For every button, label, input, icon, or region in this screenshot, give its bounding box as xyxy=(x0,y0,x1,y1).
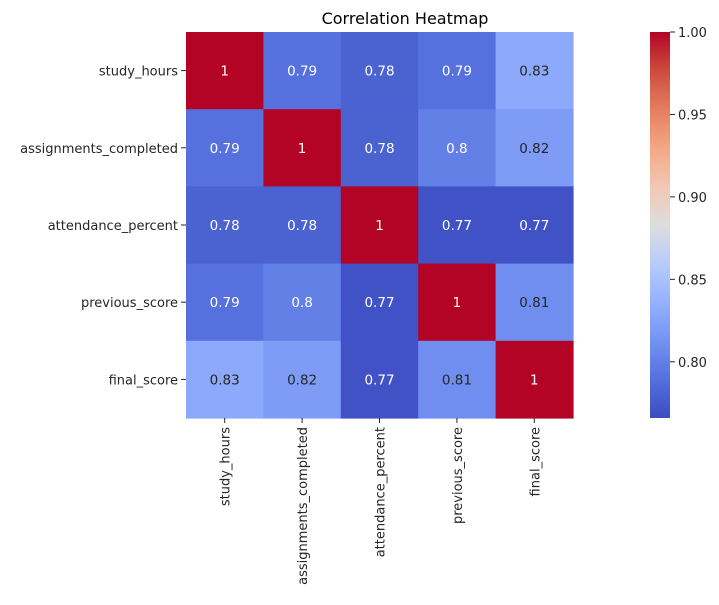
heatmap-cell xyxy=(340,340,419,419)
heatmap-cell-label: 0.82 xyxy=(287,372,317,388)
heatmap-cell-label: 0.79 xyxy=(442,64,472,80)
heatmap-cell-label: 0.78 xyxy=(364,141,394,157)
heatmap-cell xyxy=(495,263,574,342)
heatmap-cell xyxy=(263,109,342,187)
y-tick-label: final_score xyxy=(109,373,178,388)
y-axis-ticks: study_hours assignments_completed attendan… xyxy=(20,65,186,388)
colorbar-tick-label: 0.90 xyxy=(678,191,707,206)
heatmap-cell-label: 0.78 xyxy=(364,64,394,80)
heatmap-cell xyxy=(263,263,342,342)
heatmap-cell-label: 0.8 xyxy=(291,295,312,311)
colorbar: 0.80 0.85 0.90 0.95 1.00 xyxy=(650,26,707,418)
heatmap-cell-label: 0.8 xyxy=(446,141,467,157)
heatmap-cell-label: 0.78 xyxy=(210,218,240,234)
heatmap-cell xyxy=(263,340,342,419)
heatmap-cell-label: 1 xyxy=(375,218,384,234)
heatmap-cell xyxy=(340,32,419,110)
x-tick-label: study_hours xyxy=(219,427,234,506)
heatmap-cell xyxy=(418,186,497,265)
heatmap-cell xyxy=(263,32,342,110)
heatmap-cell-label: 0.81 xyxy=(442,372,472,388)
heatmap-cell xyxy=(186,263,264,342)
heatmap-cell xyxy=(186,186,264,265)
heatmap-cell xyxy=(418,263,497,342)
heatmap-cells xyxy=(186,32,574,419)
heatmap-cell-label: 0.77 xyxy=(442,218,472,234)
heatmap-cell-label: 0.79 xyxy=(210,141,240,157)
heatmap-cell xyxy=(340,263,419,342)
heatmap-cell-label: 0.79 xyxy=(287,64,317,80)
heatmap-cell-label: 1 xyxy=(530,372,539,388)
chart-title: Correlation Heatmap xyxy=(322,9,489,28)
x-tick-label: final_score xyxy=(528,427,543,496)
heatmap-cell-label: 0.77 xyxy=(364,295,394,311)
heatmap-cell xyxy=(495,32,574,110)
heatmap-cell xyxy=(186,340,264,419)
heatmap-cell xyxy=(495,109,574,187)
heatmap-cell xyxy=(418,32,497,110)
y-tick-label: assignments_completed xyxy=(20,142,178,157)
heatmap-cell-label: 1 xyxy=(298,141,307,157)
heatmap-cell-label: 0.77 xyxy=(364,372,394,388)
heatmap-cell xyxy=(186,32,264,110)
colorbar-tick-label: 0.95 xyxy=(678,108,707,123)
y-tick-label: attendance_percent xyxy=(48,219,178,234)
heatmap-cell-label: 0.83 xyxy=(519,64,549,80)
colorbar-tick-label: 0.80 xyxy=(678,356,707,371)
heatmap-cell xyxy=(340,186,419,265)
colorbar-scale xyxy=(650,32,670,418)
heatmap-cell xyxy=(186,109,264,187)
heatmap-cell-label: 0.79 xyxy=(210,295,240,311)
heatmap-cell-label: 0.81 xyxy=(519,295,549,311)
heatmap-cell xyxy=(418,109,497,187)
x-tick-label: assignments_completed xyxy=(296,427,311,585)
colorbar-tick-label: 1.00 xyxy=(678,26,707,41)
heatmap-cell-label: 1 xyxy=(453,295,462,311)
heatmap-cell xyxy=(263,186,342,265)
heatmap-cell xyxy=(340,109,419,187)
heatmap-cell-label: 0.83 xyxy=(210,372,240,388)
heatmap-cell-label: 1 xyxy=(220,64,229,80)
x-tick-label: attendance_percent xyxy=(374,427,389,557)
x-axis-ticks: study_hours assignments_completed attendan… xyxy=(219,418,543,585)
x-tick-label: previous_score xyxy=(451,427,466,524)
colorbar-tick-label: 0.85 xyxy=(678,273,707,288)
heatmap-cell-labels: 1 0.79 0.78 0.79 0.83 0.79 1 0.78 0.8 0.82 0.78 0.7… xyxy=(210,64,550,389)
heatmap-cell-label: 0.77 xyxy=(519,218,549,234)
heatmap-cell-label: 0.78 xyxy=(287,218,317,234)
y-tick-label: study_hours xyxy=(99,65,178,80)
heatmap-cell xyxy=(495,186,574,265)
heatmap-cell xyxy=(418,340,497,419)
heatmap-cell xyxy=(495,340,574,419)
y-tick-label: previous_score xyxy=(81,296,178,311)
heatmap-cell-label: 0.82 xyxy=(519,141,549,157)
